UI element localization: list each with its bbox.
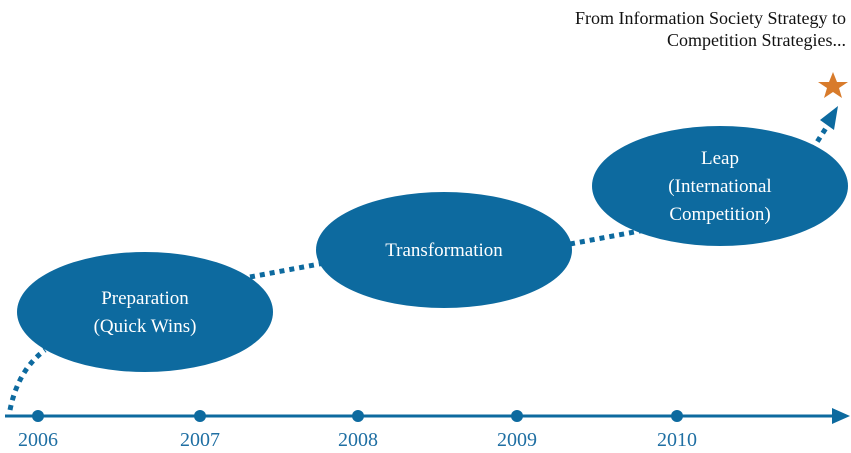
connector: [249, 259, 331, 280]
connector: [569, 227, 646, 247]
stage-label: Competition): [669, 204, 770, 225]
year-label: 2006: [18, 429, 58, 451]
year-dot: [194, 410, 206, 422]
stage-ellipse: [17, 252, 273, 372]
year-dot: [32, 410, 44, 422]
connector: [7, 347, 47, 411]
timeline-arrow: [832, 408, 850, 424]
stage-ellipse: [592, 126, 848, 246]
star: [818, 72, 848, 98]
stage-label: Leap: [701, 148, 739, 169]
year-label: 2009: [497, 429, 537, 451]
stage-label: Transformation: [385, 240, 503, 261]
stage-label: Preparation: [101, 288, 189, 309]
year-dot: [511, 410, 523, 422]
year-label: 2008: [338, 429, 378, 451]
year-label: 2007: [180, 429, 220, 451]
year-dot: [352, 410, 364, 422]
year-label: 2010: [657, 429, 697, 451]
arrowhead: [820, 106, 838, 130]
header-text: From Information Society Strategy to: [575, 8, 846, 28]
stage-label: (Quick Wins): [94, 316, 197, 337]
year-dot: [671, 410, 683, 422]
stage-label: (International: [668, 176, 771, 197]
stage-ellipse: [316, 192, 572, 308]
header-text: Competition Strategies...: [667, 30, 846, 50]
